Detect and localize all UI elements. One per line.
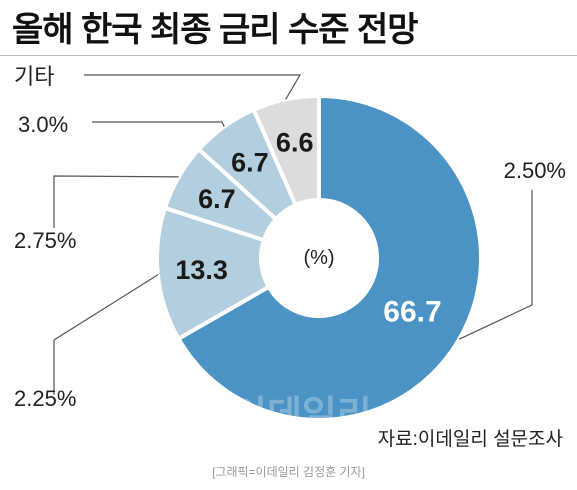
slice (175, 93, 483, 422)
leader-lines-group (53, 74, 533, 395)
slice-value-label: 6.7 (198, 184, 236, 214)
leader-line (53, 175, 179, 228)
slice-category-label: 2.50% (504, 158, 566, 183)
category-labels-group: 2.50% 2.25% 2.75% 3.0% 기타 (14, 64, 566, 411)
slice-value-label: 66.7 (383, 296, 441, 329)
slice (155, 205, 272, 342)
value-labels-group: 66.713.36.76.76.6 (175, 128, 441, 329)
slice-category-label: 기타 (14, 64, 54, 89)
slice-value-label: 13.3 (175, 255, 228, 285)
slice-category-label: 3.0% (18, 112, 68, 137)
slice-category-label: 2.75% (14, 228, 76, 253)
slice-category-label: 2.25% (14, 386, 76, 411)
leader-line (92, 121, 225, 127)
source-note: 자료:이데일리 설문조사 (377, 429, 563, 450)
slices-group (155, 93, 483, 422)
leader-line (458, 190, 533, 340)
center-unit-label: (%) (303, 247, 334, 269)
slice-value-label: 6.6 (276, 128, 314, 158)
graphic-credit: [그래픽=이데일리 김정훈 기자] (212, 465, 365, 479)
slice (251, 93, 321, 208)
leader-line (84, 74, 302, 100)
chart-title: 올해 한국 최종 금리 수준 전망 (12, 11, 419, 49)
leader-line (53, 274, 159, 395)
slice-value-label: 6.7 (231, 147, 269, 177)
title-divider (0, 55, 577, 56)
